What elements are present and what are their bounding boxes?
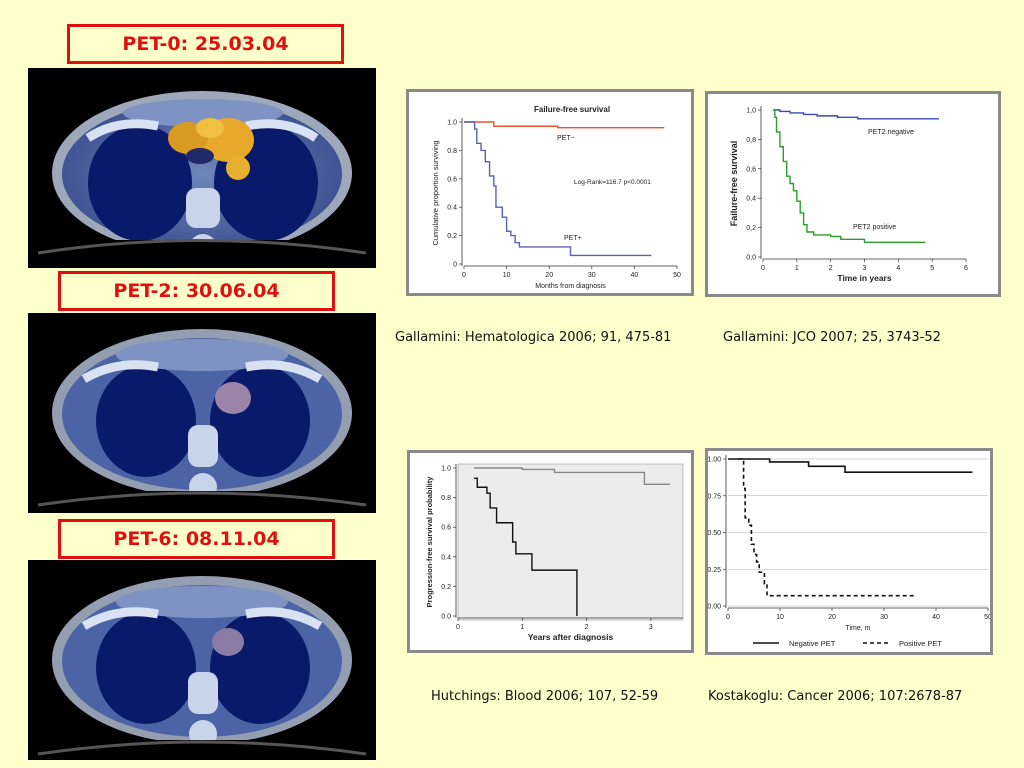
y-tick-label: 0.4 — [447, 205, 457, 212]
chart-hutchings-2006: 0.0 0.2 0.4 0.6 0.8 1.0 0 1 2 3 Years after diagno… — [425, 463, 684, 642]
y-tick-label: 0.50 — [708, 530, 721, 537]
y-axis-label: Progression-free survival probability — [425, 476, 434, 608]
pet-0-scan-image — [28, 68, 376, 268]
series-label: PET+ — [564, 235, 582, 242]
citation-kostakoglu-2006: Kostakoglu: Cancer 2006; 107:2678-87 — [708, 689, 963, 704]
y-tick-label: 0.4 — [441, 554, 451, 561]
y-tick-label: 1.00 — [708, 457, 721, 464]
x-tick-label: 1 — [520, 624, 524, 631]
y-axis-label: Failure-free survival — [729, 141, 739, 227]
legend-label: Negative PET — [789, 639, 836, 648]
y-tick-label: 1.0 — [447, 120, 457, 127]
chart-panel-kostakoglu-2006: 0.00 0.25 0.50 0.75 1.00 0 10 20 30 40 50 Time, m Ne… — [705, 448, 993, 655]
chart-annotation: Log-Rank=116.7 p<0.0001 — [574, 179, 651, 186]
y-tick-label: 0 — [453, 262, 457, 269]
y-tick-label: 0.2 — [441, 584, 451, 591]
x-tick-label: 0 — [456, 624, 460, 631]
x-tick-label: 4 — [896, 265, 900, 272]
y-tick-label: 0.8 — [447, 148, 457, 155]
x-tick-label: 50 — [673, 272, 681, 279]
plot-area — [457, 463, 684, 621]
pet-0-label: PET-0: 25.03.04 — [67, 24, 344, 64]
x-tick-label: 2 — [829, 265, 833, 272]
chart-gallamini-2006: 0 0.2 0.4 0.6 0.8 1.0 0 10 20 30 40 50 Months from d… — [431, 105, 681, 290]
y-tick-label: 0.6 — [447, 176, 457, 183]
x-axis-label: Months from diagnosis — [535, 283, 606, 290]
y-tick-label: 0.00 — [708, 604, 721, 611]
y-tick-label: 0.25 — [708, 567, 721, 574]
x-tick-label: 3 — [649, 624, 653, 631]
x-tick-label: 6 — [964, 265, 968, 272]
series-line — [773, 109, 926, 243]
y-tick-label: 0,0 — [746, 255, 756, 262]
citation-gallamini-2007: Gallamini: JCO 2007; 25, 3743-52 — [723, 330, 941, 345]
chart-panel-gallamini-2007: 0,0 0,2 0,4 0,6 0,8 1,0 0 1 2 3 4 5 6 Time in years Fa… — [705, 91, 1001, 297]
x-axis-label: Time, m — [845, 625, 870, 632]
series-label: PET2 positive — [853, 224, 896, 231]
x-tick-label: 10 — [776, 614, 784, 621]
x-tick-label: 40 — [631, 272, 639, 279]
y-tick-label: 0.8 — [441, 495, 451, 502]
x-tick-label: 0 — [462, 272, 466, 279]
chart-panel-hutchings-2006: 0.0 0.2 0.4 0.6 0.8 1.0 0 1 2 3 Years after diagno… — [407, 450, 694, 653]
pet-6-scan-image — [28, 560, 376, 760]
y-tick-label: 0.6 — [441, 525, 451, 532]
legend-label: Positive PET — [899, 639, 942, 648]
pet-2-scan-image — [28, 313, 376, 513]
chart-title: Failure-free survival — [534, 105, 610, 114]
series-label: PET2 negative — [868, 129, 914, 136]
citation-hutchings-2006: Hutchings: Blood 2006; 107, 52-59 — [431, 689, 659, 704]
series-line — [728, 458, 973, 474]
x-tick-label: 40 — [932, 614, 940, 621]
chart-panel-gallamini-2006: 0 0.2 0.4 0.6 0.8 1.0 0 10 20 30 40 50 Months from d… — [406, 89, 694, 296]
chart-gallamini-2007: 0,0 0,2 0,4 0,6 0,8 1,0 0 1 2 3 4 5 6 Time in years Fa… — [729, 106, 968, 283]
y-tick-label: 1.0 — [441, 466, 451, 473]
x-tick-label: 20 — [545, 272, 553, 279]
x-tick-label: 30 — [880, 614, 888, 621]
x-tick-label: 10 — [503, 272, 511, 279]
series-line — [474, 477, 578, 616]
x-tick-label: 30 — [588, 272, 596, 279]
x-tick-label: 3 — [863, 265, 867, 272]
x-tick-label: 20 — [828, 614, 836, 621]
x-tick-label: 0 — [726, 614, 730, 621]
x-tick-label: 0 — [761, 265, 765, 272]
chart-kostakoglu-2006: 0.00 0.25 0.50 0.75 1.00 0 10 20 30 40 50 Time, m Ne… — [708, 455, 990, 648]
x-tick-label: 5 — [930, 265, 934, 272]
y-tick-label: 0.0 — [441, 614, 451, 621]
y-tick-label: 0.2 — [447, 233, 457, 240]
series-line — [464, 121, 652, 257]
x-axis-label: Years after diagnosis — [528, 632, 614, 642]
y-axis-label: Cumulative proportion surviving — [431, 140, 440, 245]
y-tick-label: 1,0 — [746, 108, 756, 115]
x-tick-label: 50 — [984, 614, 990, 621]
y-tick-label: 0,8 — [746, 137, 756, 144]
y-tick-label: 0.75 — [708, 493, 721, 500]
pet-2-label: PET-2: 30.06.04 — [58, 271, 335, 311]
pet-6-label: PET-6: 08.11.04 — [58, 519, 335, 559]
series-line — [474, 467, 671, 485]
series-line — [738, 458, 916, 597]
x-axis-label: Time in years — [837, 273, 891, 283]
x-tick-label: 1 — [795, 265, 799, 272]
series-line — [464, 121, 665, 129]
x-tick-label: 2 — [585, 624, 589, 631]
y-tick-label: 0,4 — [746, 196, 756, 203]
citation-gallamini-2006: Gallamini: Hematologica 2006; 91, 475-81 — [395, 330, 672, 345]
series-label: PET− — [557, 135, 575, 142]
series-line — [773, 109, 939, 120]
y-tick-label: 0,6 — [746, 166, 756, 173]
y-tick-label: 0,2 — [746, 225, 756, 232]
